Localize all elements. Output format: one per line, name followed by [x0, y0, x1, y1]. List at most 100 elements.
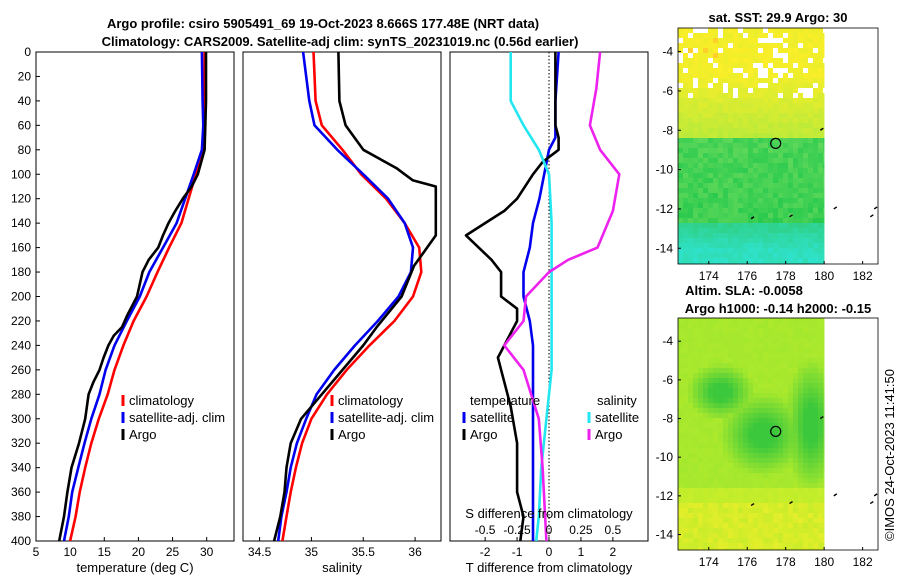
map-cell — [793, 53, 799, 59]
map-cell — [798, 28, 804, 34]
map-cell — [823, 233, 825, 239]
map-cell — [748, 103, 754, 109]
map-cell — [763, 508, 769, 514]
map-cell — [818, 93, 824, 99]
map-x-tick-label: 180 — [814, 269, 834, 283]
y-tick-label: 40 — [18, 94, 32, 108]
map-cell — [688, 163, 694, 169]
map-cell — [783, 543, 789, 549]
map-cell — [688, 348, 694, 354]
map-cell — [723, 183, 729, 189]
map-cell — [808, 493, 814, 499]
map-cell — [798, 498, 804, 504]
map-cell — [698, 428, 704, 434]
map-cell — [803, 228, 809, 234]
map-cell — [818, 483, 824, 489]
map-cell — [778, 113, 784, 119]
map-cell — [688, 233, 694, 239]
map-cell — [733, 228, 739, 234]
map-cell — [733, 343, 739, 349]
map-cell — [733, 508, 739, 514]
map-cell — [793, 193, 799, 199]
map-cell — [683, 423, 689, 429]
map-cell — [703, 418, 709, 424]
map-cell — [783, 318, 789, 324]
map-cell — [788, 138, 794, 144]
map-cell — [693, 478, 699, 484]
map-cell — [718, 78, 724, 84]
map-cell — [798, 453, 804, 459]
map-cell — [688, 463, 694, 469]
map-cell — [788, 83, 794, 89]
map-cell — [793, 208, 799, 214]
map-cell — [728, 248, 734, 254]
map-cell — [678, 83, 684, 89]
map-cell — [748, 473, 754, 479]
map-cell — [758, 58, 764, 64]
map-cell — [738, 93, 744, 99]
map-cell — [753, 328, 759, 334]
map-cell — [793, 38, 799, 44]
y-tick-label: 200 — [11, 290, 31, 304]
map-cell — [788, 513, 794, 519]
map-cell — [738, 198, 744, 204]
map-cell — [723, 123, 729, 129]
map-cell — [808, 343, 814, 349]
map-cell — [798, 158, 804, 164]
map-cell — [713, 513, 719, 519]
map-cell — [713, 163, 719, 169]
map-cell — [713, 223, 719, 229]
map-cell — [683, 33, 689, 39]
map-cell — [698, 363, 704, 369]
map-cell — [703, 528, 709, 534]
map-cell — [768, 218, 774, 224]
map-cell — [743, 478, 749, 484]
map-cell — [753, 448, 759, 454]
map-cell — [788, 168, 794, 174]
map-cell — [688, 328, 694, 334]
map-cell — [758, 383, 764, 389]
map-cell — [713, 403, 719, 409]
map-cell — [718, 438, 724, 444]
map-cell — [818, 203, 824, 209]
map-cell — [823, 318, 825, 324]
map-cell — [778, 128, 784, 134]
map-cell — [818, 383, 824, 389]
map-cell — [773, 158, 779, 164]
map-cell — [743, 108, 749, 114]
map-cell — [733, 338, 739, 344]
map-cell — [723, 133, 729, 139]
island-mark — [750, 216, 755, 220]
map-cell — [723, 493, 729, 499]
map-cell — [818, 198, 824, 204]
map-cell — [688, 198, 694, 204]
map-cell — [793, 153, 799, 159]
map-cell — [788, 413, 794, 419]
map-cell — [803, 218, 809, 224]
map-cell — [688, 538, 694, 544]
map-cell — [763, 468, 769, 474]
map-cell — [733, 328, 739, 334]
map-cell — [773, 38, 779, 44]
map-cell — [763, 43, 769, 49]
map-cell — [758, 63, 764, 69]
map-cell — [763, 443, 769, 449]
map-cell — [748, 213, 754, 219]
map-cell — [708, 188, 714, 194]
map-cell — [808, 183, 814, 189]
map-cell — [698, 178, 704, 184]
map-cell — [768, 403, 774, 409]
map-cell — [763, 183, 769, 189]
map-cell — [723, 68, 729, 74]
map-cell — [743, 503, 749, 509]
map-cell — [818, 473, 824, 479]
map-cell — [733, 443, 739, 449]
map-cell — [718, 243, 724, 249]
map-cell — [793, 78, 799, 84]
map-cell — [723, 473, 729, 479]
map-cell — [763, 78, 769, 84]
map-cell — [758, 548, 764, 551]
map-cell — [713, 453, 719, 459]
map-cell — [733, 243, 739, 249]
map-cell — [773, 88, 779, 94]
